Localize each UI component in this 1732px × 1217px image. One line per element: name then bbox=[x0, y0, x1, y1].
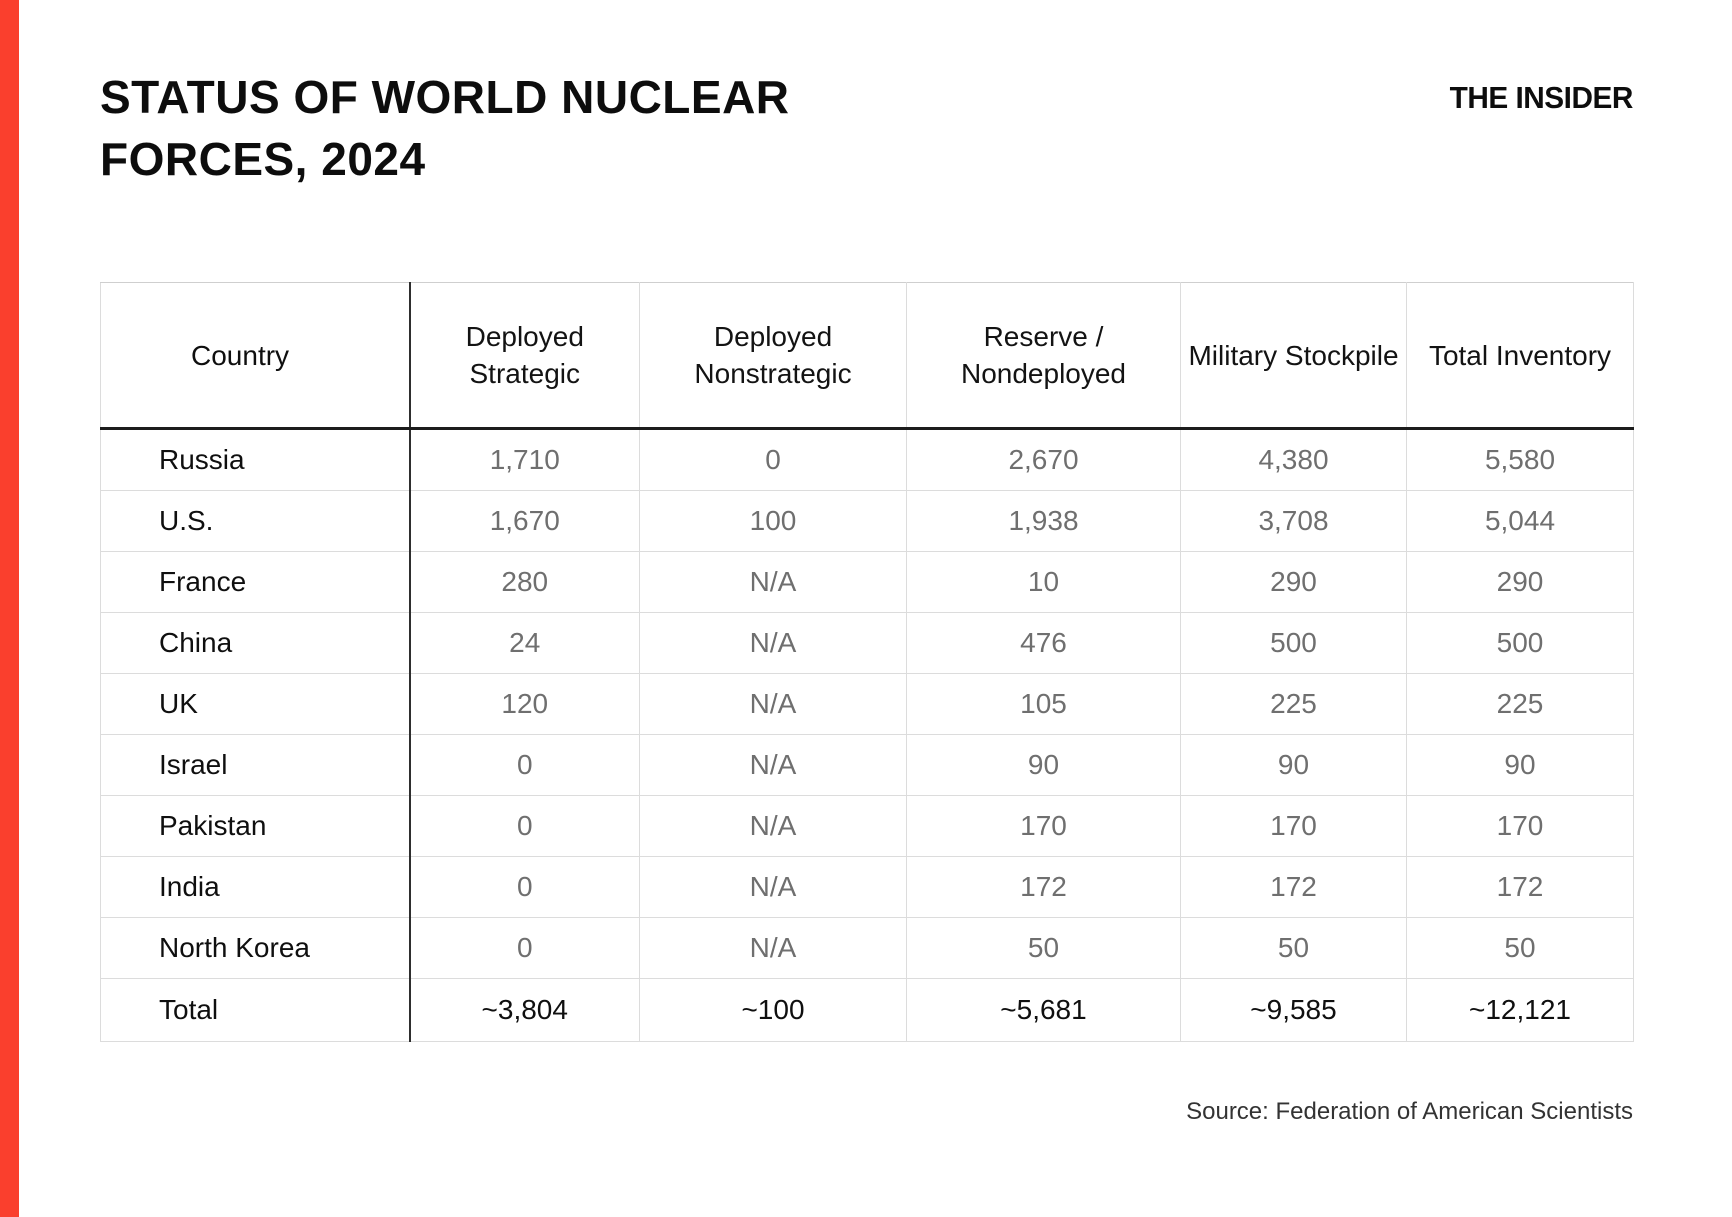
table-header: Country Deployed Strategic Deployed Nons… bbox=[100, 282, 1634, 430]
value-cell: 290 bbox=[1406, 551, 1634, 613]
value-cell: N/A bbox=[639, 551, 907, 613]
column-header-military-stockpile: Military Stockpile bbox=[1180, 282, 1407, 430]
value-cell: 476 bbox=[906, 612, 1181, 674]
table-row-total: Total ~3,804 ~100 ~5,681 ~9,585 ~12,121 bbox=[100, 978, 1634, 1042]
country-label: France bbox=[100, 551, 411, 613]
brand-logo: THE INSIDER bbox=[1449, 80, 1634, 115]
total-value-cell: ~3,804 bbox=[409, 978, 640, 1042]
value-cell: 0 bbox=[409, 856, 640, 918]
left-accent-bar bbox=[0, 0, 19, 1217]
value-cell: 225 bbox=[1406, 673, 1634, 735]
column-header-deployed-strategic: Deployed Strategic bbox=[409, 282, 640, 430]
value-cell: N/A bbox=[639, 612, 907, 674]
table-row-us: U.S. 1,670 100 1,938 3,708 5,044 bbox=[100, 490, 1634, 552]
column-header-deployed-nonstrategic: Deployed Nonstrategic bbox=[639, 282, 907, 430]
table-row-china: China 24 N/A 476 500 500 bbox=[100, 612, 1634, 674]
page-title: STATUS OF WORLD NUCLEAR FORCES, 2024 bbox=[100, 66, 790, 190]
value-cell: 0 bbox=[409, 734, 640, 796]
value-cell: 1,938 bbox=[906, 490, 1181, 552]
total-value-cell: ~9,585 bbox=[1180, 978, 1407, 1042]
value-cell: N/A bbox=[639, 734, 907, 796]
value-cell: N/A bbox=[639, 856, 907, 918]
value-cell: 0 bbox=[409, 795, 640, 857]
value-cell: 172 bbox=[1180, 856, 1407, 918]
value-cell: 50 bbox=[1180, 917, 1407, 979]
country-label: North Korea bbox=[100, 917, 411, 979]
value-cell: 500 bbox=[1180, 612, 1407, 674]
country-label: India bbox=[100, 856, 411, 918]
value-cell: 105 bbox=[906, 673, 1181, 735]
value-cell: 90 bbox=[906, 734, 1181, 796]
value-cell: 172 bbox=[1406, 856, 1634, 918]
value-cell: 500 bbox=[1406, 612, 1634, 674]
value-cell: N/A bbox=[639, 673, 907, 735]
value-cell: 170 bbox=[1406, 795, 1634, 857]
value-cell: 172 bbox=[906, 856, 1181, 918]
table-row-israel: Israel 0 N/A 90 90 90 bbox=[100, 734, 1634, 796]
value-cell: 4,380 bbox=[1180, 428, 1407, 491]
table-row-india: India 0 N/A 172 172 172 bbox=[100, 856, 1634, 918]
value-cell: 1,710 bbox=[409, 428, 640, 491]
value-cell: 2,670 bbox=[906, 428, 1181, 491]
column-header-total-inventory: Total Inventory bbox=[1406, 282, 1634, 430]
table-row-north-korea: North Korea 0 N/A 50 50 50 bbox=[100, 917, 1634, 979]
value-cell: 3,708 bbox=[1180, 490, 1407, 552]
value-cell: 24 bbox=[409, 612, 640, 674]
value-cell: 10 bbox=[906, 551, 1181, 613]
country-label: Pakistan bbox=[100, 795, 411, 857]
table-row-france: France 280 N/A 10 290 290 bbox=[100, 551, 1634, 613]
value-cell: 170 bbox=[1180, 795, 1407, 857]
value-cell: 120 bbox=[409, 673, 640, 735]
column-header-reserve-nondeployed: Reserve / Nondeployed bbox=[906, 282, 1181, 430]
value-cell: 225 bbox=[1180, 673, 1407, 735]
total-value-cell: ~100 bbox=[639, 978, 907, 1042]
table-header-row: Country Deployed Strategic Deployed Nons… bbox=[100, 282, 1634, 430]
table-row-pakistan: Pakistan 0 N/A 170 170 170 bbox=[100, 795, 1634, 857]
value-cell: 170 bbox=[906, 795, 1181, 857]
value-cell: 90 bbox=[1180, 734, 1407, 796]
value-cell: 280 bbox=[409, 551, 640, 613]
value-cell: N/A bbox=[639, 795, 907, 857]
nuclear-forces-table: Country Deployed Strategic Deployed Nons… bbox=[100, 282, 1634, 1042]
page-title-line1: STATUS OF WORLD NUCLEAR bbox=[100, 71, 790, 123]
table-row-uk: UK 120 N/A 105 225 225 bbox=[100, 673, 1634, 735]
value-cell: 0 bbox=[409, 917, 640, 979]
total-label: Total bbox=[100, 978, 411, 1042]
value-cell: 5,044 bbox=[1406, 490, 1634, 552]
value-cell: 1,670 bbox=[409, 490, 640, 552]
source-attribution: Source: Federation of American Scientist… bbox=[1186, 1098, 1633, 1125]
page-title-line2: FORCES, 2024 bbox=[100, 133, 426, 185]
country-label: Russia bbox=[100, 428, 411, 491]
table-row-russia: Russia 1,710 0 2,670 4,380 5,580 bbox=[100, 428, 1634, 491]
total-value-cell: ~12,121 bbox=[1406, 978, 1634, 1042]
value-cell: 90 bbox=[1406, 734, 1634, 796]
value-cell: 100 bbox=[639, 490, 907, 552]
country-label: Israel bbox=[100, 734, 411, 796]
value-cell: 5,580 bbox=[1406, 428, 1634, 491]
country-label: U.S. bbox=[100, 490, 411, 552]
total-value-cell: ~5,681 bbox=[906, 978, 1181, 1042]
value-cell: 50 bbox=[1406, 917, 1634, 979]
value-cell: N/A bbox=[639, 917, 907, 979]
country-label: China bbox=[100, 612, 411, 674]
country-label: UK bbox=[100, 673, 411, 735]
value-cell: 50 bbox=[906, 917, 1181, 979]
value-cell: 290 bbox=[1180, 551, 1407, 613]
column-header-country: Country bbox=[100, 282, 411, 430]
value-cell: 0 bbox=[639, 428, 907, 491]
